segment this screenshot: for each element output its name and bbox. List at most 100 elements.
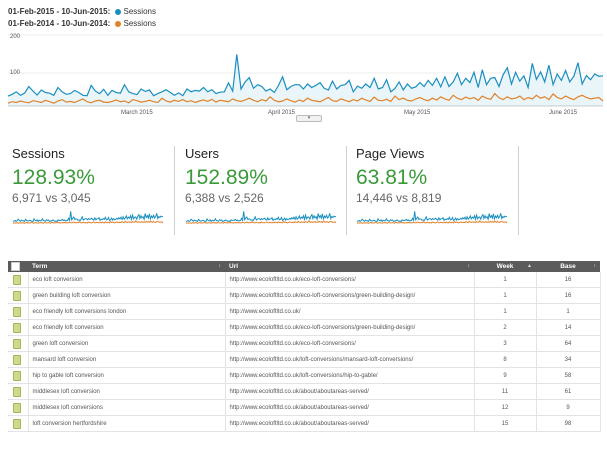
chart-resize-handle[interactable]: ▾: [296, 115, 322, 122]
metric-sparkline: [185, 211, 337, 224]
table-row[interactable]: green building loft conversion http://www…: [8, 287, 601, 304]
series-line: [185, 211, 337, 223]
week-cell: 15: [474, 415, 537, 432]
sort-icon[interactable]: ↕: [593, 263, 597, 269]
table-row[interactable]: eco loft conversion http://www.ecoloftltd…: [8, 272, 601, 288]
document-icon[interactable]: [13, 418, 21, 429]
sort-icon[interactable]: ↕: [218, 263, 222, 269]
term-cell: eco friendly loft conversion: [28, 319, 226, 336]
url-cell[interactable]: http://www.ecoloftltd.co.uk/loft-convers…: [225, 367, 475, 384]
week-cell: 9: [474, 367, 537, 384]
metric-comparison: 6,388 vs 2,526: [185, 191, 264, 205]
metric-comparison: 14,446 vs 8,819: [356, 191, 442, 205]
table-row[interactable]: eco friendly loft conversion http://www.e…: [8, 319, 601, 336]
x-tick-label: April 2015: [268, 110, 296, 116]
select-all-checkbox[interactable]: [8, 261, 28, 272]
term-cell: hip to gable loft conversion: [28, 367, 226, 384]
metric-sparkline: [12, 211, 164, 224]
keyword-rankings-table: Term ↕ Url ↕ Week ▲ Base ↕ eco loft conversi…: [8, 261, 601, 432]
legend-metric: Sessions: [123, 7, 156, 16]
base-cell: 34: [536, 351, 601, 368]
week-cell: 1: [474, 287, 537, 304]
document-icon[interactable]: [13, 274, 21, 285]
url-cell[interactable]: http://www.ecoloftltd.co.uk/loft-convers…: [225, 351, 475, 368]
metric-change-percent: 63.81%: [356, 166, 428, 189]
column-header-label: Week: [496, 263, 514, 270]
url-cell[interactable]: http://www.ecoloftltd.co.uk/about/abouta…: [225, 399, 475, 416]
sort-icon[interactable]: ▲: [527, 263, 532, 269]
metric-change-percent: 128.93%: [12, 166, 95, 189]
base-cell: 1: [536, 303, 601, 320]
document-icon[interactable]: [13, 290, 21, 301]
url-cell[interactable]: http://www.ecoloftltd.co.uk/eco-loft-con…: [225, 272, 475, 288]
base-cell: 61: [536, 383, 601, 400]
document-icon[interactable]: [13, 386, 21, 397]
sessions-timeline-chart[interactable]: 200 100 March 2015 April 2015 May 2015 J…: [0, 28, 607, 122]
row-icon-cell[interactable]: [8, 383, 29, 400]
sort-icon[interactable]: ↕: [467, 263, 471, 269]
checkbox-icon[interactable]: [11, 262, 20, 271]
x-tick-label: June 2015: [549, 110, 578, 116]
url-cell[interactable]: http://www.ecoloftltd.co.uk/eco-loft-con…: [225, 319, 475, 336]
base-cell: 9: [536, 399, 601, 416]
week-cell: 12: [474, 399, 537, 416]
table-row[interactable]: mansard loft conversion http://www.ecolof…: [8, 351, 601, 368]
base-cell: 16: [536, 272, 601, 288]
metric-divider: [346, 146, 347, 235]
column-header-label: Url: [229, 263, 239, 270]
series-line: [356, 211, 508, 223]
base-cell: 98: [536, 415, 601, 432]
table-row[interactable]: green loft conversion http://www.ecoloftl…: [8, 335, 601, 352]
url-cell[interactable]: http://www.ecoloftltd.co.uk/about/abouta…: [225, 383, 475, 400]
legend-range: 01-Feb-2014 - 10-Jun-2014:: [8, 19, 111, 28]
term-cell: green loft conversion: [28, 335, 226, 352]
document-icon[interactable]: [13, 354, 21, 365]
week-cell: 8: [474, 351, 537, 368]
metric-change-percent: 152.89%: [185, 166, 268, 189]
metric-label: Users: [185, 146, 219, 161]
document-icon[interactable]: [13, 370, 21, 381]
row-icon-cell[interactable]: [8, 351, 29, 368]
document-icon[interactable]: [13, 402, 21, 413]
column-header-week[interactable]: Week ▲: [474, 261, 536, 272]
term-cell: green building loft conversion: [28, 287, 226, 304]
week-cell: 1: [474, 303, 537, 320]
table-row[interactable]: middlesex loft conversion http://www.ecol…: [8, 383, 601, 400]
table-row[interactable]: eco friendly loft conversions london http…: [8, 303, 601, 320]
row-icon-cell[interactable]: [8, 272, 29, 288]
url-cell[interactable]: http://www.ecoloftltd.co.uk/eco-loft-con…: [225, 335, 475, 352]
row-icon-cell[interactable]: [8, 399, 29, 416]
row-icon-cell[interactable]: [8, 335, 29, 352]
y-tick-label: 100: [10, 70, 21, 76]
term-cell: middlesex loft conversions: [28, 399, 226, 416]
url-cell[interactable]: http://www.ecoloftltd.co.uk/about/abouta…: [225, 415, 475, 432]
table-row[interactable]: hip to gable loft conversion http://www.e…: [8, 367, 601, 384]
row-icon-cell[interactable]: [8, 303, 29, 320]
week-cell: 2: [474, 319, 537, 336]
document-icon[interactable]: [13, 338, 21, 349]
table-row[interactable]: loft conversion hertfordshire http://www.…: [8, 415, 601, 432]
document-icon[interactable]: [13, 322, 21, 333]
term-cell: middlesex loft conversion: [28, 383, 226, 400]
row-icon-cell[interactable]: [8, 287, 29, 304]
url-cell[interactable]: http://www.ecoloftltd.co.uk/eco-loft-con…: [225, 287, 475, 304]
table-row[interactable]: middlesex loft conversions http://www.eco…: [8, 399, 601, 416]
column-header-url[interactable]: Url ↕: [225, 261, 474, 272]
legend-metric: Sessions: [123, 19, 156, 28]
document-icon[interactable]: [13, 306, 21, 317]
column-header-term[interactable]: Term ↕: [28, 261, 225, 272]
week-cell: 11: [474, 383, 537, 400]
row-icon-cell[interactable]: [8, 367, 29, 384]
base-cell: 16: [536, 287, 601, 304]
metric-divider: [174, 146, 175, 235]
url-cell[interactable]: http://www.ecoloftltd.co.uk/: [225, 303, 475, 320]
metric-sparkline: [356, 211, 508, 224]
row-icon-cell[interactable]: [8, 319, 29, 336]
week-cell: 3: [474, 335, 537, 352]
column-header-base[interactable]: Base ↕: [536, 261, 600, 272]
table-header-row: Term ↕ Url ↕ Week ▲ Base ↕: [8, 261, 600, 272]
week-cell: 1: [474, 272, 537, 288]
metric-comparison: 6,971 vs 3,045: [12, 191, 91, 205]
row-icon-cell[interactable]: [8, 415, 29, 432]
x-tick-label: March 2015: [121, 110, 153, 116]
